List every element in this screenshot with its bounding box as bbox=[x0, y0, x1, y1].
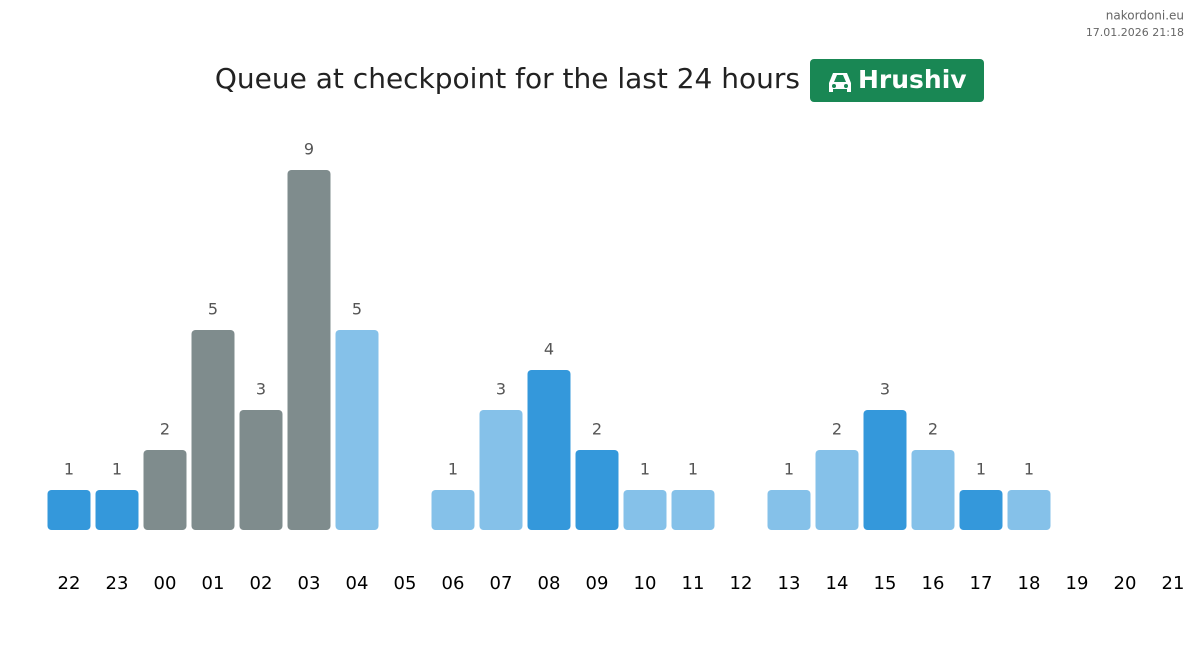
timestamp: 17.01.2026 21:18 bbox=[1086, 26, 1184, 39]
bar bbox=[431, 490, 475, 530]
x-tick-label: 12 bbox=[730, 573, 753, 594]
value-label: 4 bbox=[544, 340, 554, 359]
x-tick-label: 07 bbox=[490, 573, 513, 594]
bar bbox=[575, 450, 619, 530]
x-tick-label: 15 bbox=[874, 573, 897, 594]
x-tick-label: 21 bbox=[1162, 573, 1185, 594]
x-tick-label: 23 bbox=[106, 573, 129, 594]
bar bbox=[959, 490, 1003, 530]
value-label: 9 bbox=[304, 140, 314, 159]
chart-title: Queue at checkpoint for the last 24 hour… bbox=[215, 62, 800, 95]
x-tick-label: 13 bbox=[778, 573, 801, 594]
bar bbox=[191, 330, 235, 530]
value-label: 2 bbox=[592, 420, 602, 439]
x-tick-label: 22 bbox=[58, 573, 81, 594]
value-label: 1 bbox=[688, 460, 698, 479]
x-tick-label: 01 bbox=[202, 573, 225, 594]
bar bbox=[479, 410, 523, 530]
value-label: 5 bbox=[208, 300, 218, 319]
x-tick-label: 04 bbox=[346, 573, 369, 594]
bar bbox=[911, 450, 955, 530]
bar bbox=[239, 410, 283, 530]
value-label: 1 bbox=[64, 460, 74, 479]
x-tick-label: 19 bbox=[1066, 573, 1089, 594]
bar bbox=[1007, 490, 1051, 530]
x-tick-label: 10 bbox=[634, 573, 657, 594]
value-label: 3 bbox=[496, 380, 506, 399]
car-light bbox=[844, 84, 848, 88]
badge-bg bbox=[810, 59, 984, 102]
bar bbox=[47, 490, 91, 530]
bar bbox=[335, 330, 379, 530]
bar bbox=[863, 410, 907, 530]
source: nakordoni.eu bbox=[1106, 9, 1184, 23]
value-label: 5 bbox=[352, 300, 362, 319]
bar bbox=[623, 490, 667, 530]
x-tick-label: 11 bbox=[682, 573, 705, 594]
x-tick-label: 16 bbox=[922, 573, 945, 594]
value-label: 2 bbox=[160, 420, 170, 439]
bar bbox=[95, 490, 139, 530]
bar bbox=[815, 450, 859, 530]
value-label: 1 bbox=[640, 460, 650, 479]
x-tick-label: 00 bbox=[154, 573, 177, 594]
value-label: 1 bbox=[784, 460, 794, 479]
value-label: 2 bbox=[832, 420, 842, 439]
car-light bbox=[832, 84, 836, 88]
bar bbox=[143, 450, 187, 530]
x-tick-label: 06 bbox=[442, 573, 465, 594]
x-tick-label: 18 bbox=[1018, 573, 1041, 594]
checkpoint-name: Hrushiv bbox=[858, 65, 967, 94]
value-label: 1 bbox=[448, 460, 458, 479]
x-tick-label: 08 bbox=[538, 573, 561, 594]
x-tick-label: 05 bbox=[394, 573, 417, 594]
value-label: 1 bbox=[112, 460, 122, 479]
value-label: 2 bbox=[928, 420, 938, 439]
x-tick-label: 09 bbox=[586, 573, 609, 594]
bar bbox=[287, 170, 331, 530]
bar bbox=[767, 490, 811, 530]
value-label: 1 bbox=[1024, 460, 1034, 479]
x-tick-label: 03 bbox=[298, 573, 321, 594]
checkpoint-badge: Hrushiv bbox=[810, 59, 984, 102]
x-tick-label: 17 bbox=[970, 573, 993, 594]
x-tick-label: 02 bbox=[250, 573, 273, 594]
value-label: 3 bbox=[880, 380, 890, 399]
value-label: 3 bbox=[256, 380, 266, 399]
x-tick-label: 20 bbox=[1114, 573, 1137, 594]
bar bbox=[527, 370, 571, 530]
value-label: 1 bbox=[976, 460, 986, 479]
bar bbox=[671, 490, 715, 530]
x-tick-label: 14 bbox=[826, 573, 849, 594]
